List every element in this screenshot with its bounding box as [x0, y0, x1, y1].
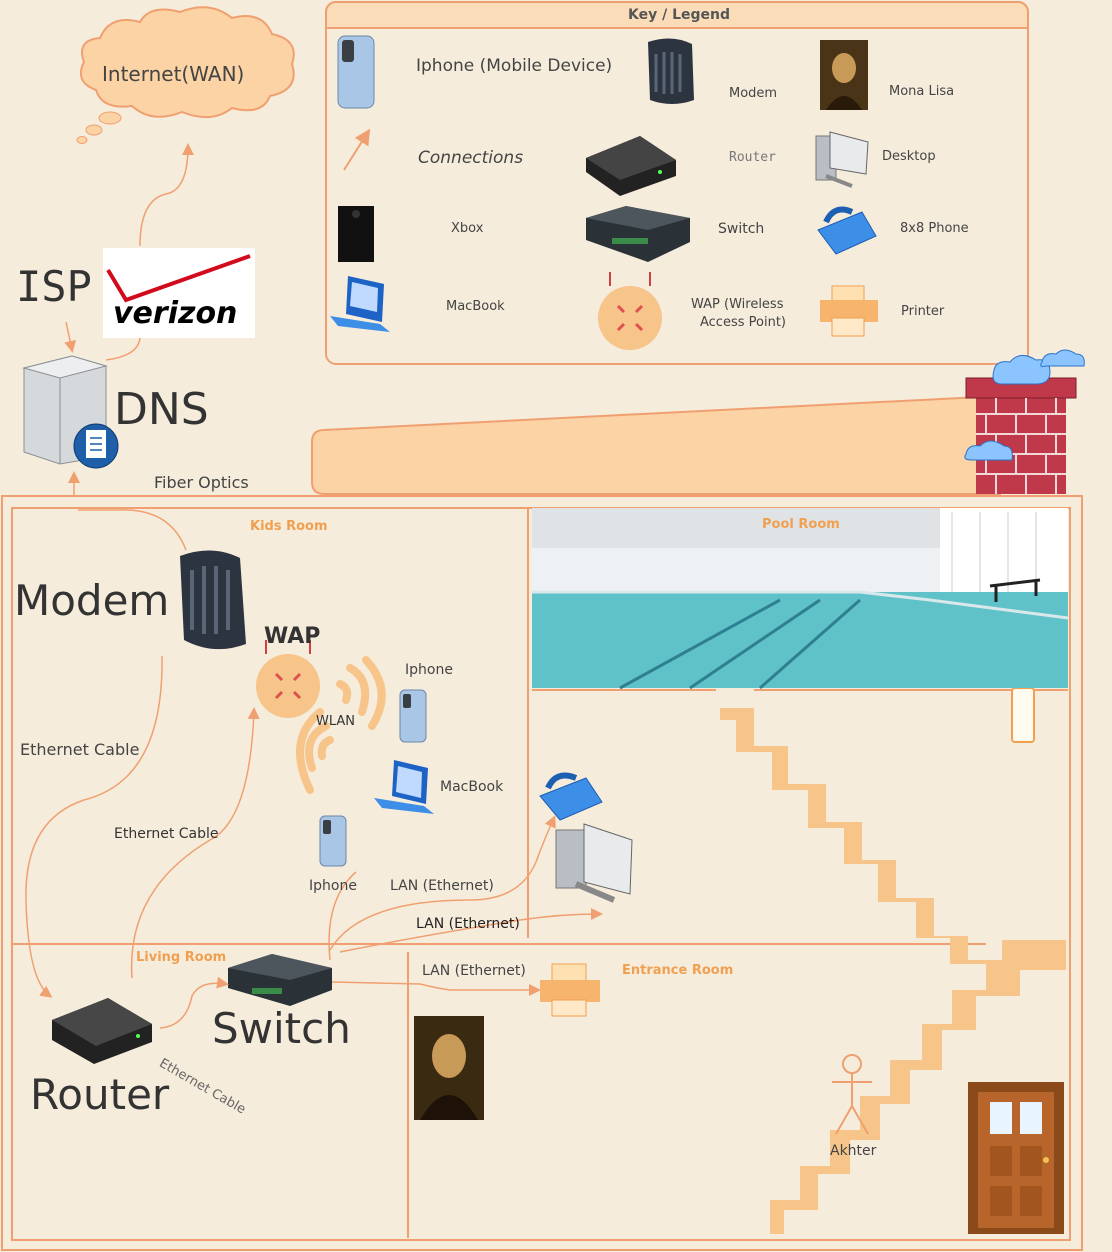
legend-connection-arrow: [343, 128, 371, 171]
legend-label-wap: WAP (Wireless: [691, 297, 784, 312]
legend-iphone-icon: [337, 35, 375, 109]
room-label-pool: Pool Room: [762, 517, 840, 532]
switch-phone-lan: [329, 815, 556, 951]
wap-icon: [256, 640, 320, 718]
legend-title: Key / Legend: [628, 7, 731, 23]
legend-printer-icon: [820, 285, 878, 337]
legend-mona-lisa-icon: [820, 40, 868, 110]
room-label-entrance: Entrance Room: [622, 963, 734, 978]
ethernet-cable-label-1: Ethernet Cable: [20, 740, 140, 759]
switch-icon: [228, 954, 332, 1006]
legend-modem-icon: [648, 38, 694, 104]
iphone-1-icon: [399, 689, 427, 743]
room-label-living: Living Room: [136, 950, 227, 965]
legend-label-router: Router: [729, 150, 776, 165]
legend-label-xbox: Xbox: [451, 221, 484, 236]
wap-label: WAP: [264, 624, 321, 649]
printer-icon: [540, 963, 600, 1017]
staircase: [720, 708, 1066, 1234]
verizon-brand-label: verizon: [113, 296, 238, 331]
legend-phone-icon: [817, 206, 877, 255]
lan-label-3: LAN (Ethernet): [422, 963, 526, 979]
macbook-icon: [374, 760, 434, 814]
lan-label-1: LAN (Ethernet): [390, 878, 494, 894]
switch-label: Switch: [212, 1004, 351, 1053]
firewall-icon: [964, 349, 1085, 494]
legend-xbox-icon: [338, 206, 374, 262]
verizon-to-dns-link: [105, 337, 141, 361]
legend-desktop-icon: [815, 131, 869, 188]
mona-lisa-painting: [414, 1016, 484, 1120]
legend-router-icon: [586, 136, 676, 196]
isp-to-internet-link: [139, 143, 194, 247]
legend-label-modem: Modem: [729, 86, 778, 101]
isp-label: ISP: [16, 262, 92, 311]
legend-label-iphone: Iphone (Mobile Device): [416, 56, 613, 76]
legend-wap-icon: [598, 272, 662, 350]
desktop-icon: [555, 823, 633, 903]
ethernet-cable-label-2: Ethernet Cable: [114, 826, 219, 842]
wlan-label: WLAN: [316, 714, 356, 729]
modem-icon: [180, 550, 246, 650]
legend-header: [325, 1, 1029, 29]
legend-label-mona-lisa: Mona Lisa: [889, 84, 955, 99]
modem-label: Modem: [14, 576, 170, 625]
isp-down-arrow: [64, 321, 76, 353]
pool-photo: [532, 508, 1069, 690]
iphone-2-icon: [319, 815, 347, 867]
entrance-door: [968, 1082, 1064, 1234]
verizon-logo: [103, 248, 255, 338]
legend-label-wap-2: Access Point): [700, 315, 786, 330]
legend-switch-icon: [586, 206, 690, 262]
legend-label-printer: Printer: [901, 304, 945, 319]
internet-cloud: [76, 6, 295, 144]
house-outline: [1, 495, 1083, 1251]
switch-wap-cable: [130, 707, 260, 979]
iphone-1-label: Iphone: [405, 662, 453, 678]
switch-iphone-cable: [328, 871, 357, 961]
door-handle: [1011, 687, 1035, 743]
phone-icon: [539, 772, 603, 821]
router-label: Router: [30, 1070, 170, 1119]
legend-macbook-icon: [330, 276, 390, 332]
legend-label-connections: Connections: [418, 148, 524, 168]
router-switch-cable: [159, 976, 229, 1029]
legend-label-desktop: Desktop: [882, 149, 936, 164]
wifi-signal-icon: [296, 656, 386, 794]
modem-router-cable: [25, 655, 163, 998]
roof-band: [311, 394, 1001, 495]
router-icon: [52, 998, 152, 1064]
room-label-kids: Kids Room: [250, 519, 328, 534]
macbook-label: MacBook: [440, 779, 504, 795]
modem-to-dns-link: [78, 509, 187, 551]
iphone-2-label: Iphone: [309, 878, 357, 894]
internet-label: Internet(WAN): [102, 62, 245, 86]
legend-label-phone: 8x8 Phone: [900, 221, 969, 236]
switch-desktop-lan: [339, 908, 603, 953]
person-icon: [832, 1054, 872, 1135]
switch-printer-lan: [331, 981, 541, 996]
person-label: Akhter: [830, 1143, 877, 1159]
fiber-optics-label: Fiber Optics: [154, 473, 249, 492]
lan-label-2: LAN (Ethernet): [416, 916, 520, 932]
dns-label: DNS: [114, 384, 209, 435]
legend-label-switch: Switch: [718, 221, 765, 237]
dns-server-icon: [22, 355, 119, 469]
legend-label-macbook: MacBook: [446, 299, 505, 314]
